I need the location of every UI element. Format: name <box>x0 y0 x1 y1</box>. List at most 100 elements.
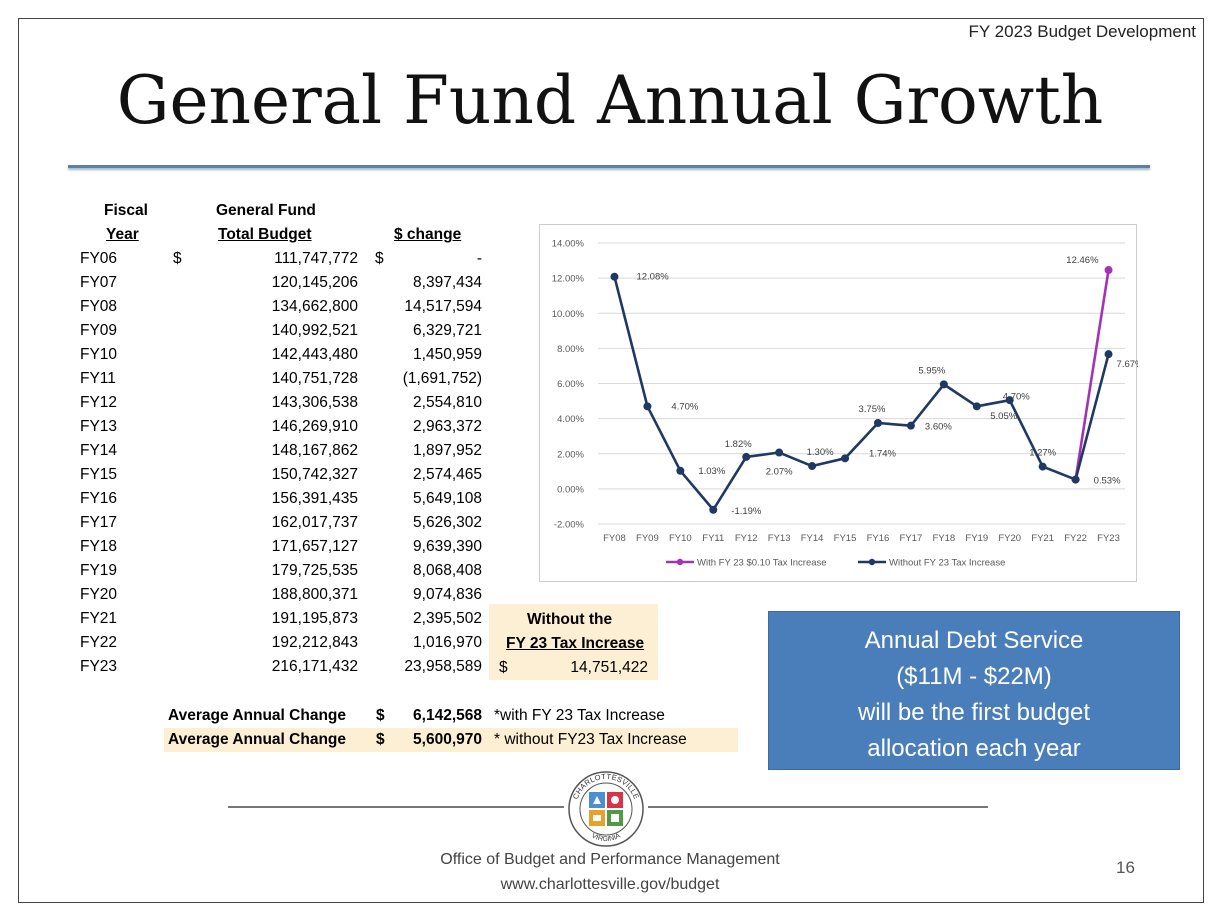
city-seal-logo: CHARLOTTESVILLE VIRGINIA <box>568 771 644 847</box>
page-number: 16 <box>1116 858 1135 877</box>
data-point <box>808 462 817 471</box>
row-change-value: 14,517,594 <box>404 298 482 315</box>
y-tick-label: 6.00% <box>557 379 584 390</box>
slide-frame <box>18 18 1204 903</box>
row-year: FY19 <box>80 562 118 579</box>
row-change-value: 5,649,108 <box>413 490 482 507</box>
row-change-value: 1,450,959 <box>413 346 482 363</box>
row-budget-value: 143,306,538 <box>271 394 358 411</box>
row-budget-value: 146,269,910 <box>271 418 358 435</box>
debt-line4: allocation each year <box>867 735 1081 762</box>
data-point <box>1071 475 1080 484</box>
average-value-with: 6,142,568 <box>413 707 482 724</box>
x-tick-label: FY17 <box>900 533 923 544</box>
average-label-without: Average Annual Change <box>168 731 347 748</box>
data-point <box>1038 462 1047 471</box>
x-tick-label: FY12 <box>735 533 758 544</box>
growth-chart-svg: 14.00% 12.00% 10.00% 8.00% 6.00% 4.00% 2.00% 0.… <box>552 239 1144 569</box>
page-title: General Fund Annual Growth <box>116 62 1104 139</box>
x-tick-label: FY18 <box>932 533 955 544</box>
row-change-value: 8,068,408 <box>413 562 482 579</box>
data-point <box>1005 396 1014 405</box>
data-label: 5.05% <box>990 411 1017 422</box>
y-tick-label: 12.00% <box>552 274 585 285</box>
row-change-value: 2,554,810 <box>413 394 482 411</box>
x-tick-label: FY21 <box>1031 533 1054 544</box>
series-line-without-tax-increase <box>613 276 1110 512</box>
average-label-with: Average Annual Change <box>168 707 347 724</box>
header-tag: FY 2023 Budget Development <box>968 22 1196 41</box>
row-year: FY06 <box>80 250 118 267</box>
data-point <box>1104 350 1113 359</box>
row-change-value: 5,626,302 <box>413 514 482 531</box>
x-tick-label: FY08 <box>603 533 626 544</box>
data-point <box>906 421 915 430</box>
without-increase-box <box>489 604 658 680</box>
row-change-value: 9,639,390 <box>413 538 482 555</box>
data-label: 12.08% <box>636 272 669 283</box>
row-year: FY11 <box>80 370 116 387</box>
average-highlight <box>164 728 738 752</box>
row-year: FY22 <box>80 634 118 651</box>
legend-marker <box>868 558 876 566</box>
row-budget-value: 148,167,862 <box>271 442 358 459</box>
header-general-fund: General Fund <box>216 202 316 219</box>
y-tick-label: 14.00% <box>552 239 585 250</box>
row-year: FY23 <box>80 658 118 675</box>
growth-chart: 14.00% 12.00% 10.00% 8.00% 6.00% 4.00% 2.00% 0.… <box>539 224 1144 582</box>
average-note-with: *with FY 23 Tax Increase <box>494 707 665 724</box>
without-box-line1: Without the <box>527 611 613 628</box>
x-tick-label: FY09 <box>636 533 659 544</box>
series-line-with-tax-increase <box>1074 269 1110 480</box>
row-year: FY18 <box>80 538 118 555</box>
average-dollar-with: $ <box>376 707 385 724</box>
y-tick-label: 0.00% <box>557 484 584 495</box>
debt-line2: ($11M - $22M) <box>896 663 1052 690</box>
row-year: FY15 <box>80 466 118 483</box>
row-budget-value: 142,443,480 <box>271 346 358 363</box>
data-label: 1.74% <box>869 448 896 459</box>
row-change-value: (1,691,752) <box>402 370 482 387</box>
row-year: FY08 <box>80 298 118 315</box>
debt-line1: Annual Debt Service <box>864 627 1084 654</box>
data-label: 1.30% <box>807 447 834 458</box>
row-year: FY09 <box>80 322 118 339</box>
x-tick-label: FY20 <box>998 533 1021 544</box>
row-year: FY17 <box>80 514 118 531</box>
footer-url[interactable]: www.charlottesville.gov/budget <box>500 876 720 893</box>
data-label: 1.82% <box>725 439 752 450</box>
y-tick-label: 8.00% <box>557 344 584 355</box>
x-tick-label: FY19 <box>965 533 988 544</box>
row-year: FY13 <box>80 418 118 435</box>
row-budget-value: 162,017,737 <box>271 514 358 531</box>
data-label: 12.46% <box>1066 255 1099 266</box>
data-point <box>939 380 948 389</box>
without-box-value: 14,751,422 <box>570 659 648 676</box>
row-budget-value: 179,725,535 <box>271 562 358 579</box>
row-change-value: 6,329,721 <box>413 322 482 339</box>
x-tick-label: FY16 <box>867 533 890 544</box>
x-tick-label: FY23 <box>1097 533 1120 544</box>
row-change-value: 9,074,836 <box>413 586 482 603</box>
row-change-value: - <box>476 250 482 267</box>
footer-rule-left <box>228 806 564 808</box>
row-year: FY10 <box>80 346 118 363</box>
row-budget-value: 111,747,772 <box>274 250 358 267</box>
data-label: 5.95% <box>918 365 945 376</box>
data-point <box>676 466 685 475</box>
debt-service-callout: Annual Debt Service ($11M - $22M) will b… <box>768 611 1180 770</box>
y-tick-label: 10.00% <box>552 309 585 320</box>
average-note-without: * without FY23 Tax Increase <box>494 731 687 748</box>
svg-text:VIRGINIA: VIRGINIA <box>590 832 621 843</box>
data-point <box>643 402 652 411</box>
row-budget-value: 191,195,873 <box>271 610 358 627</box>
title-divider <box>68 165 1150 168</box>
row-year: FY21 <box>80 610 118 627</box>
row-budget-value: 140,992,521 <box>271 322 358 339</box>
y-tick-label: 4.00% <box>557 414 584 425</box>
data-point <box>610 272 619 281</box>
legend-marker <box>676 558 684 566</box>
data-label: 2.07% <box>766 467 793 478</box>
row-change-value: 2,395,502 <box>413 610 482 627</box>
